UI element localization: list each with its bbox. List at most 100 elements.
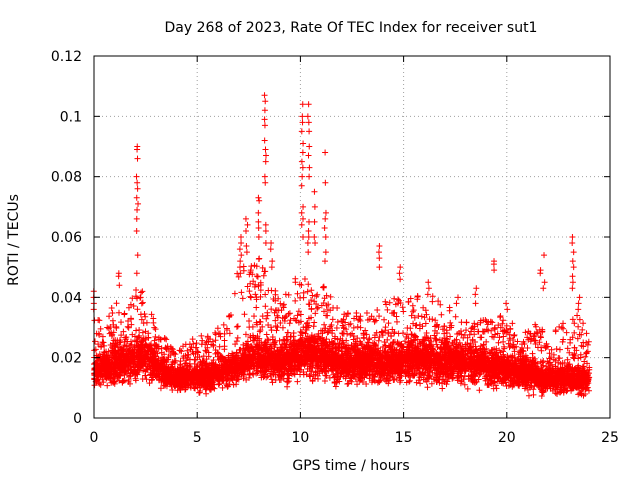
data-point xyxy=(282,291,289,298)
data-point xyxy=(413,379,420,386)
data-point xyxy=(556,346,563,353)
data-point xyxy=(263,315,270,322)
data-point xyxy=(256,328,263,335)
data-point xyxy=(403,379,410,386)
data-point xyxy=(586,366,593,373)
data-point xyxy=(108,304,115,311)
data-point xyxy=(363,380,370,387)
data-point xyxy=(262,303,269,310)
data-point xyxy=(308,306,315,313)
data-point xyxy=(194,354,201,361)
data-point xyxy=(297,294,304,301)
data-point xyxy=(565,361,572,368)
data-point xyxy=(249,323,256,330)
data-point xyxy=(417,380,424,387)
data-point xyxy=(273,327,280,334)
data-point xyxy=(560,320,567,327)
data-point xyxy=(280,302,287,309)
data-point xyxy=(532,341,539,348)
data-point xyxy=(139,336,146,343)
data-point xyxy=(127,315,134,322)
data-point xyxy=(580,339,587,346)
data-point xyxy=(327,307,334,314)
data-point xyxy=(247,294,254,301)
data-point xyxy=(414,292,421,299)
data-point xyxy=(269,379,276,386)
data-point xyxy=(221,346,228,353)
data-point xyxy=(184,347,191,354)
data-point xyxy=(287,339,294,346)
data-point xyxy=(577,354,584,361)
data-point xyxy=(259,323,266,330)
data-point xyxy=(511,348,518,355)
data-point xyxy=(339,330,346,337)
data-point xyxy=(524,354,531,361)
data-point xyxy=(571,355,578,362)
data-point xyxy=(463,327,470,334)
data-point xyxy=(341,311,348,318)
data-point xyxy=(262,268,269,275)
data-point xyxy=(556,355,563,362)
data-point xyxy=(429,298,436,305)
data-point xyxy=(321,378,328,385)
data-point xyxy=(354,381,361,388)
data-point xyxy=(274,324,281,331)
data-point xyxy=(432,337,439,344)
data-point xyxy=(443,327,450,334)
data-point xyxy=(449,375,456,382)
data-point xyxy=(292,275,299,282)
data-point xyxy=(423,311,430,318)
data-point xyxy=(152,333,159,340)
data-point xyxy=(374,307,381,314)
data-point xyxy=(389,326,396,333)
data-point xyxy=(255,283,262,290)
data-point xyxy=(354,335,361,342)
data-point xyxy=(272,317,279,324)
data-point xyxy=(212,331,219,338)
data-point xyxy=(259,264,266,271)
data-point xyxy=(247,332,254,339)
data-point xyxy=(385,344,392,351)
data-point xyxy=(233,323,240,330)
data-point xyxy=(386,299,393,306)
data-point xyxy=(295,308,302,315)
data-point xyxy=(279,324,286,331)
data-point xyxy=(501,345,508,352)
data-point xyxy=(415,313,422,320)
data-point xyxy=(375,337,382,344)
data-point xyxy=(187,356,194,363)
data-point xyxy=(251,337,258,344)
data-point xyxy=(495,339,502,346)
data-point xyxy=(335,369,342,376)
data-point xyxy=(214,325,221,332)
data-point xyxy=(421,334,428,341)
data-point xyxy=(524,345,531,352)
data-point xyxy=(558,324,565,331)
data-point xyxy=(366,316,373,323)
data-point xyxy=(294,378,301,385)
data-point xyxy=(272,291,279,298)
data-point xyxy=(458,378,465,385)
data-point xyxy=(422,320,429,327)
data-point xyxy=(215,356,222,363)
data-point xyxy=(393,375,400,382)
data-point xyxy=(345,380,352,387)
data-point xyxy=(133,287,140,294)
data-point xyxy=(364,339,371,346)
data-point xyxy=(128,341,135,348)
data-point xyxy=(234,323,241,330)
data-point xyxy=(303,371,310,378)
data-point xyxy=(297,311,304,318)
data-point xyxy=(286,320,293,327)
data-point xyxy=(93,330,100,337)
data-point xyxy=(113,300,120,307)
data-point xyxy=(142,340,149,347)
data-point xyxy=(585,387,592,394)
data-point xyxy=(350,324,357,331)
data-point xyxy=(137,294,144,301)
data-point xyxy=(127,301,134,308)
data-point xyxy=(219,384,226,391)
data-point xyxy=(118,332,125,339)
data-point xyxy=(446,307,453,314)
